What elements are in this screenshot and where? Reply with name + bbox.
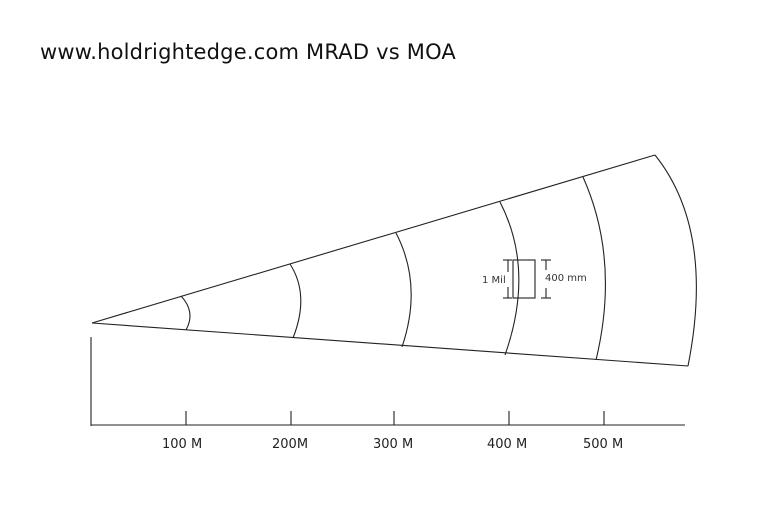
- arc-100m: [180, 295, 191, 331]
- cone-top-edge: [91, 154, 656, 324]
- tick-label-500m: 500 M: [583, 437, 624, 452]
- tick-label-100m: 100 M: [162, 437, 203, 452]
- page-title: www.holdrightedge.com MRAD vs MOA: [40, 40, 456, 64]
- cone-bottom-edge: [91, 322, 689, 367]
- tick-label-400m: 400 M: [487, 437, 528, 452]
- angle-label: 1 Mil: [482, 275, 506, 286]
- arc-200m: [289, 263, 302, 339]
- tick-label-300m: 300 M: [373, 437, 414, 452]
- arc-outer: [654, 154, 697, 367]
- tick-label-200m: 200M: [272, 437, 309, 452]
- size-label: 400 mm: [545, 273, 587, 284]
- arc-500m: [582, 176, 606, 361]
- target-box: [512, 259, 536, 299]
- arc-400m: [499, 201, 520, 356]
- arc-300m: [395, 232, 412, 348]
